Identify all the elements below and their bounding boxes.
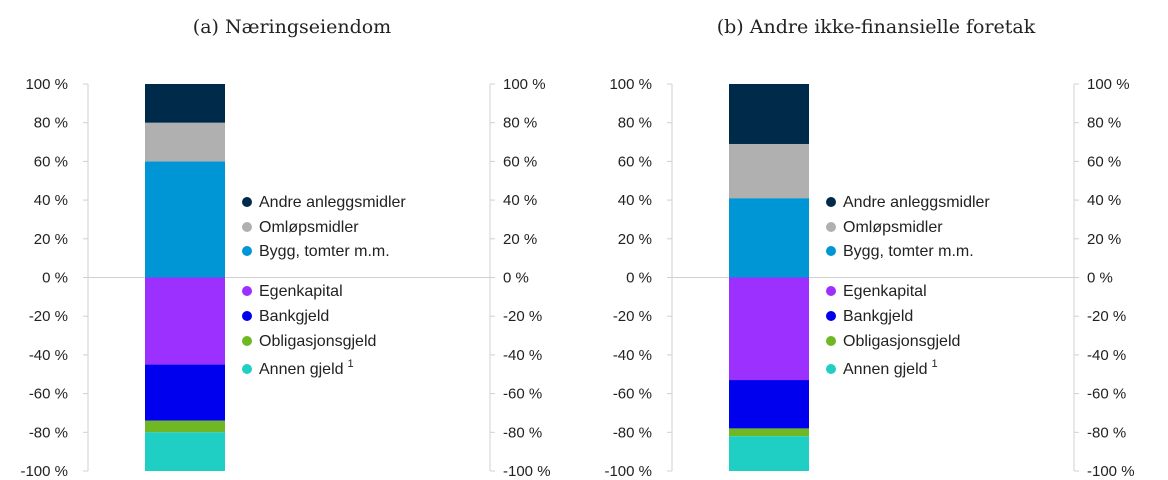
- y-tick-label-left: 40 %: [34, 192, 68, 209]
- legend-label: Andre anleggsmidler: [843, 194, 990, 211]
- legend-label: Omløpsmidler: [259, 219, 359, 236]
- legend-label: Annen gjeld 1: [843, 358, 938, 378]
- y-tick-label-right: -80 %: [503, 424, 542, 441]
- y-tick-label-right: 60 %: [503, 153, 537, 170]
- legend-marker: [826, 197, 836, 207]
- legend-footnote-marker: 1: [932, 358, 938, 370]
- legend-marker: [242, 311, 252, 321]
- y-tick-label-left: -100 %: [20, 463, 68, 480]
- y-tick-label-left: 80 %: [618, 115, 652, 132]
- y-tick-label-right: -20 %: [1087, 308, 1126, 325]
- legend-label: Bygg, tomter m.m.: [259, 243, 390, 260]
- y-tick-label-left: 0 %: [42, 270, 68, 287]
- bar-segment-2: [729, 84, 809, 144]
- legend-marker: [826, 222, 836, 232]
- y-tick-label-left: -60 %: [613, 386, 652, 403]
- y-tick-label-left: 0 %: [626, 270, 652, 287]
- legend-marker: [242, 364, 252, 374]
- chart-title-b: (b) Andre ikke-finansielle foretak: [716, 16, 1036, 38]
- y-tick-label-right: 20 %: [503, 231, 537, 248]
- y-tick-label-right: -40 %: [1087, 347, 1126, 364]
- bar-segment-0: [145, 161, 225, 278]
- y-tick-label-right: -100 %: [1087, 463, 1135, 480]
- y-tick-label-right: 0 %: [1087, 270, 1113, 287]
- y-tick-label-right: 40 %: [1087, 192, 1121, 209]
- bar-segment-1: [729, 143, 809, 199]
- y-tick-label-right: 80 %: [1087, 115, 1121, 132]
- legend-label: Obligasjonsgjeld: [259, 333, 376, 350]
- bar-segment-6: [145, 432, 225, 471]
- bar-segment-6: [729, 436, 809, 471]
- y-tick-label-left: 100 %: [25, 76, 68, 93]
- bar-segment-0: [729, 198, 809, 278]
- legend-label: Bankgjeld: [843, 308, 913, 325]
- legend-marker: [242, 336, 252, 346]
- y-tick-label-left: -80 %: [29, 424, 68, 441]
- legend-label: Obligasjonsgjeld: [843, 333, 960, 350]
- legend-marker: [242, 246, 252, 256]
- y-tick-label-right: 100 %: [503, 76, 546, 93]
- y-tick-label-left: 60 %: [618, 153, 652, 170]
- y-tick-label-right: -60 %: [503, 386, 542, 403]
- legend-marker: [826, 336, 836, 346]
- legend-marker: [826, 364, 836, 374]
- y-tick-label-right: -20 %: [503, 308, 542, 325]
- y-tick-label-left: 20 %: [34, 231, 68, 248]
- bar-segment-2: [145, 84, 225, 123]
- legend-label: Bankgjeld: [259, 308, 329, 325]
- y-tick-label-left: -20 %: [613, 308, 652, 325]
- bar-segment-3: [729, 277, 809, 381]
- y-tick-label-left: -80 %: [613, 424, 652, 441]
- y-tick-label-right: 0 %: [503, 270, 529, 287]
- y-tick-label-right: 20 %: [1087, 231, 1121, 248]
- y-tick-label-right: -100 %: [503, 463, 551, 480]
- chart-panel-b: (b) Andre ikke-finansielle foretak 100 %…: [584, 0, 1168, 480]
- y-tick-label-right: -40 %: [503, 347, 542, 364]
- legend-label: Annen gjeld 1: [259, 358, 354, 378]
- y-tick-label-left: 100 %: [609, 76, 652, 93]
- y-tick-label-left: -40 %: [29, 347, 68, 364]
- y-tick-label-left: -100 %: [604, 463, 652, 480]
- chart-panel-a: (a) Næringseiendom 100 % 100 % 80 % 80 % 60 …: [20, 16, 551, 480]
- bar-segment-5: [729, 428, 809, 437]
- bar-segment-4: [145, 364, 225, 421]
- y-tick-label-right: 80 %: [503, 115, 537, 132]
- y-tick-label-right: -60 %: [1087, 386, 1126, 403]
- chart-a: 100 % 100 % 80 % 80 % 60 % 60 % 40 % 40 % 20 % 20…: [20, 76, 551, 480]
- chart-b: 100 % 100 % 80 % 80 % 60 % 60 % 40 % 40 % 20 % 20…: [604, 76, 1135, 480]
- legend-label: Omløpsmidler: [843, 219, 943, 236]
- bar-segment-1: [145, 122, 225, 162]
- y-tick-label-left: 60 %: [34, 153, 68, 170]
- y-tick-label-right: 100 %: [1087, 76, 1130, 93]
- legend-marker: [826, 311, 836, 321]
- legend-label: Andre anleggsmidler: [259, 194, 406, 211]
- legend-label: Egenkapital: [843, 283, 927, 300]
- y-tick-label-left: 80 %: [34, 115, 68, 132]
- bar-segment-4: [729, 380, 809, 429]
- legend-marker: [826, 246, 836, 256]
- legend-footnote-marker: 1: [348, 358, 354, 370]
- y-tick-label-left: -20 %: [29, 308, 68, 325]
- legend-marker: [242, 286, 252, 296]
- y-tick-label-right: 60 %: [1087, 153, 1121, 170]
- legend-marker: [826, 286, 836, 296]
- legend-label: Egenkapital: [259, 283, 343, 300]
- y-tick-label-left: -60 %: [29, 386, 68, 403]
- legend-marker: [242, 197, 252, 207]
- y-tick-label-right: -80 %: [1087, 424, 1126, 441]
- chart-title-a: (a) Næringseiendom: [192, 16, 392, 38]
- y-tick-label-left: 40 %: [618, 192, 652, 209]
- legend-label: Bygg, tomter m.m.: [843, 243, 974, 260]
- bar-segment-3: [145, 277, 225, 365]
- y-tick-label-left: -40 %: [613, 347, 652, 364]
- y-tick-label-right: 40 %: [503, 192, 537, 209]
- bar-segment-5: [145, 420, 225, 433]
- y-tick-label-left: 20 %: [618, 231, 652, 248]
- legend-marker: [242, 222, 252, 232]
